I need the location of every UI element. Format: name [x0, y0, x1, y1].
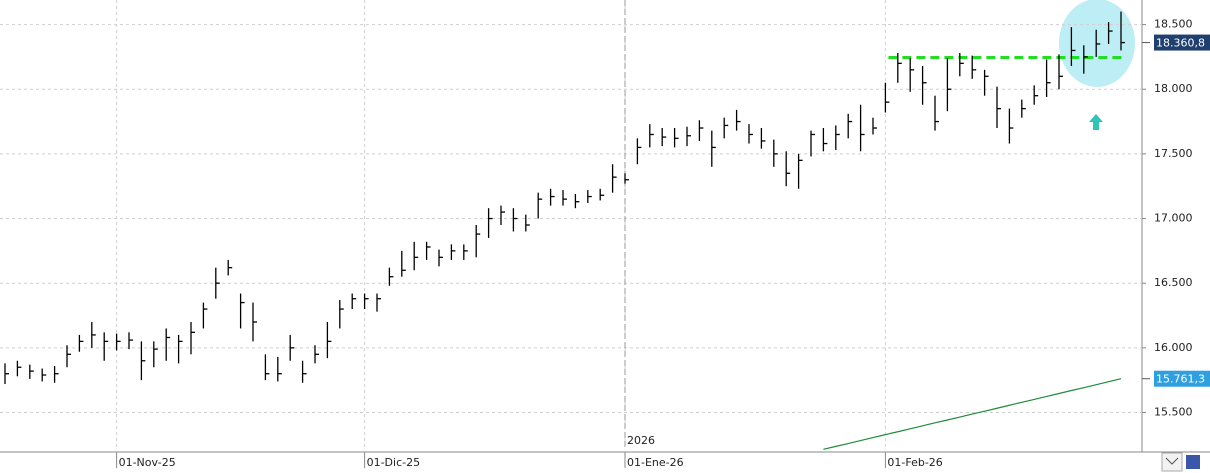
x-tick-label: 01-Feb-26 — [887, 456, 942, 469]
x-tick-label: 01-Ene-26 — [627, 456, 684, 469]
x-tick-label: 01-Dic-25 — [367, 456, 421, 469]
zoom-icon — [1165, 457, 1179, 465]
y-tick-label: 16.500 — [1154, 276, 1193, 289]
y-tick-label: 17.000 — [1154, 212, 1193, 225]
last-value-label: 18.360,8 — [1156, 37, 1205, 50]
last-value-box — [1154, 34, 1210, 51]
last-value-label: 15.761,3 — [1156, 373, 1205, 386]
year-annotation: 2026 — [627, 434, 655, 447]
y-tick-label: 16.000 — [1154, 341, 1193, 354]
y-tick-label: 18.500 — [1154, 18, 1193, 31]
average-line — [823, 378, 1122, 450]
y-tick-label: 18.000 — [1154, 82, 1193, 95]
x-tick-label: 01-Nov-25 — [119, 456, 176, 469]
zoom-button[interactable] — [1161, 452, 1183, 472]
save-button[interactable] — [1186, 455, 1200, 469]
y-tick-label: 17.500 — [1154, 147, 1193, 160]
last-value-box — [1154, 370, 1210, 387]
up-arrow — [1089, 114, 1103, 130]
y-tick-label: 15.500 — [1154, 406, 1193, 419]
